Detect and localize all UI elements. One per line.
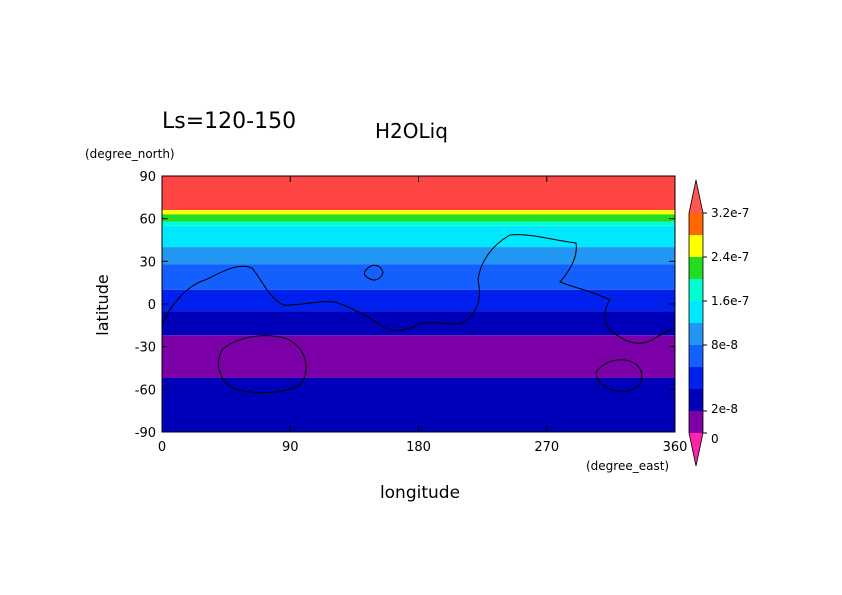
colorbar-over-arrow [689, 180, 703, 213]
colorbar-segment-8 [689, 235, 703, 257]
y-tick-label-1: 60 [139, 213, 156, 228]
x-tick-label-3: 270 [534, 440, 559, 455]
y-axis-label: latitude [93, 274, 112, 335]
colorbar-segment-4 [689, 323, 703, 345]
y-tick-label-3: 0 [148, 298, 156, 313]
x-units-label: (degree_east) [586, 459, 669, 473]
x-axis-label: longitude [380, 483, 460, 503]
colorbar-segment-3 [689, 345, 703, 367]
field-bands [162, 176, 675, 432]
chart-title: H2OLiq [375, 119, 448, 143]
continent-contours [162, 234, 675, 394]
chart-subtitle: Ls=120-150 [162, 109, 296, 134]
field-band-2 [162, 214, 675, 222]
plot-area [161, 175, 676, 433]
colorbar-segment-9 [689, 213, 703, 235]
colorbar-segment-6 [689, 279, 703, 301]
contour-hellas [218, 335, 307, 394]
colorbar-segment-7 [689, 257, 703, 279]
field-band-9 [162, 335, 675, 378]
colorbar-segment-5 [689, 301, 703, 323]
colorbar: 0 2e-8 8e-8 1.6e-7 2.4e-7 3.2e-7 [688, 179, 749, 467]
contour-argyre [595, 359, 643, 392]
x-axis: 0 90 180 270 360 [158, 176, 688, 455]
y-units-label: (degree_north) [85, 147, 175, 161]
y-tick-label-4: -30 [135, 341, 156, 356]
x-tick-label-2: 180 [406, 440, 431, 455]
colorbar-label-0: 0 [711, 432, 719, 446]
y-tick-label-0: 90 [139, 170, 156, 185]
colorbar-label-1: 2e-8 [711, 402, 738, 416]
colorbar-segment-1 [689, 389, 703, 411]
field-band-5 [162, 247, 675, 265]
colorbar-under-arrow [689, 433, 703, 466]
y-axis: 90 60 30 0 -30 -60 -90 [135, 170, 675, 441]
colorbar-label-2: 8e-8 [711, 338, 738, 352]
contour-tharsis [162, 234, 675, 344]
colorbar-label-4: 2.4e-7 [711, 250, 749, 264]
field-band-3 [162, 221, 675, 226]
colorbar-segment-2 [689, 367, 703, 389]
y-tick-label-2: 30 [139, 255, 156, 270]
colorbar-label-3: 1.6e-7 [711, 294, 749, 308]
x-tick-label-4: 360 [663, 440, 688, 455]
x-tick-label-1: 90 [282, 440, 299, 455]
y-tick-label-5: -60 [135, 383, 156, 398]
field-band-1 [162, 210, 675, 215]
colorbar-segment-0 [689, 411, 703, 433]
field-band-8 [162, 311, 675, 336]
contour-small [363, 264, 384, 281]
x-tick-label-0: 0 [158, 440, 166, 455]
field-band-7 [162, 289, 675, 312]
field-band-10 [162, 377, 675, 432]
field-band-6 [162, 264, 675, 290]
field-band-4 [162, 225, 675, 248]
y-tick-label-6: -90 [135, 426, 156, 441]
colorbar-label-5: 3.2e-7 [711, 206, 749, 220]
